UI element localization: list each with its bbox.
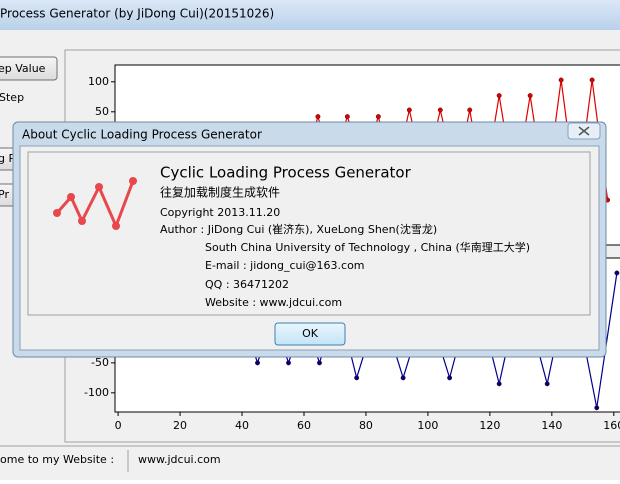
point	[496, 93, 502, 99]
about-dialog: About Cyclic Loading Process Generator C…	[12, 121, 607, 358]
point	[467, 107, 473, 113]
x-tick-label: 120	[479, 419, 500, 432]
point	[447, 375, 453, 381]
point	[544, 381, 550, 387]
point	[286, 360, 291, 366]
x-tick-label: 0	[115, 419, 122, 432]
qq: QQ : 36471202	[205, 278, 289, 291]
button[interactable]	[0, 56, 58, 81]
close-icon	[578, 126, 590, 136]
author: Author : JiDong Cui (崔济东), XueLong Shen(…	[160, 222, 437, 236]
point	[496, 381, 502, 387]
status-label: ome to my Website :	[0, 453, 114, 466]
email: E-mail : jidong_cui@163.com	[205, 259, 365, 272]
point	[317, 360, 322, 366]
affiliation: South China University of Technology , C…	[205, 240, 530, 254]
x-tick-label: 40	[235, 419, 249, 432]
chinese-name: 往复加载制度生成软件	[160, 185, 280, 200]
point	[437, 107, 443, 113]
status-url[interactable]: www.jdcui.com	[138, 453, 221, 466]
info-panel	[27, 151, 591, 316]
x-tick-label: 140	[541, 419, 562, 432]
point	[614, 270, 620, 276]
app-icon-dots	[53, 177, 137, 230]
point	[354, 375, 360, 381]
point	[344, 114, 350, 120]
point	[558, 77, 564, 83]
x-tick-label: 60	[297, 419, 311, 432]
point	[315, 114, 321, 120]
x-tick-label: 100	[417, 419, 438, 432]
y-tick-label: -100	[84, 386, 109, 399]
ok-label: OK	[302, 327, 319, 340]
button-label: ep Value	[0, 62, 46, 75]
website: Website : www.jdcui.com	[205, 296, 342, 309]
copyright: Copyright 2013.11.20	[160, 206, 280, 219]
x-tick-label: 80	[359, 419, 373, 432]
title-bar	[0, 0, 620, 30]
point	[594, 405, 600, 411]
y-tick-label: 100	[88, 75, 109, 88]
x-tick-label: 20	[173, 419, 187, 432]
point	[400, 375, 406, 381]
point	[527, 93, 533, 99]
dialog-title: About Cyclic Loading Process Generator	[22, 128, 262, 142]
point	[406, 107, 412, 113]
window-title: Process Generator (by JiDong Cui)(201510…	[0, 7, 274, 21]
y-tick-label: 50	[95, 105, 109, 118]
button-label: g P	[0, 152, 15, 165]
button-label: Pr	[0, 188, 9, 201]
app-name: Cyclic Loading Process Generator	[160, 164, 412, 182]
point	[375, 114, 381, 120]
x-tick-label: 160	[603, 419, 620, 432]
y-tick-label: -50	[91, 356, 109, 369]
point	[255, 360, 260, 366]
ok-button[interactable]	[274, 322, 346, 346]
label: Step	[0, 91, 24, 104]
point	[589, 77, 595, 83]
